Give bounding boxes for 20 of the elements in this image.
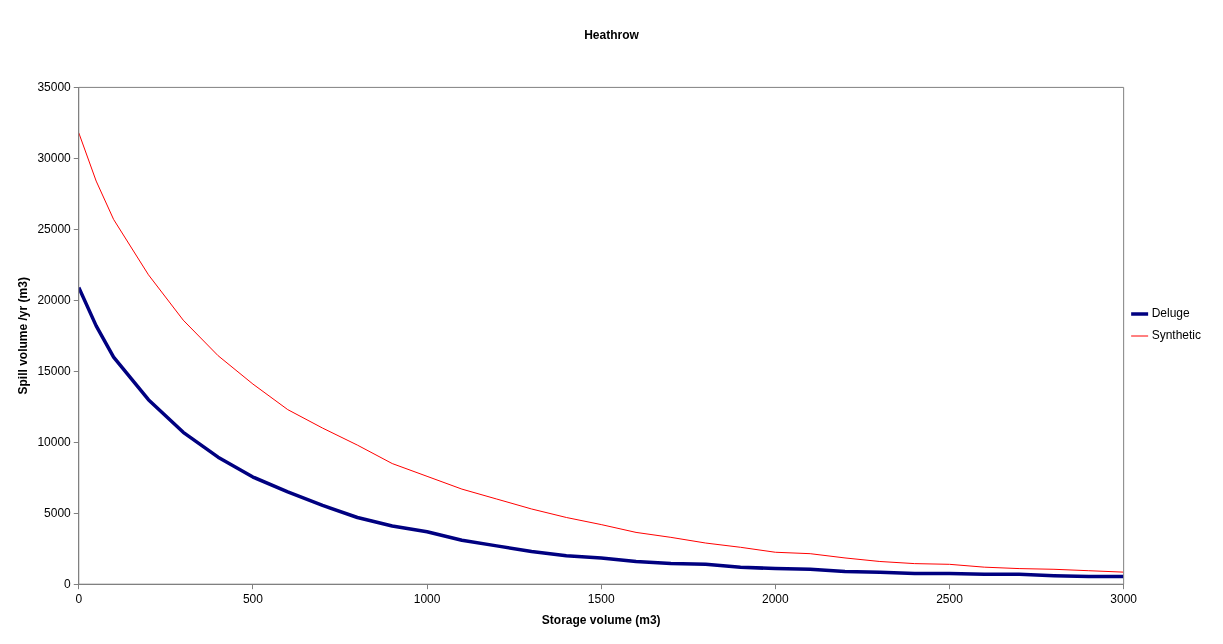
x-axis-title: Storage volume (m3) (541, 613, 661, 628)
x-tick-label: 500 (242, 591, 264, 606)
y-tick-label: 0 (64, 576, 72, 591)
chart-title: Heathrow (584, 27, 640, 42)
y-tick-label: 5000 (44, 505, 72, 520)
y-axis-title: Spill volume /yr (m3) (15, 277, 30, 395)
x-tick-label: 1500 (587, 591, 615, 606)
y-tick-label: 20000 (37, 292, 72, 307)
legend-label: Synthetic (1151, 328, 1201, 343)
y-tick-label: 10000 (37, 434, 72, 449)
x-tick-label: 3000 (1110, 591, 1138, 606)
x-tick-label: 1000 (413, 591, 441, 606)
y-tick-label: 15000 (37, 363, 72, 378)
y-tick-label: 30000 (37, 150, 72, 165)
x-tick-label: 2000 (762, 591, 790, 606)
y-tick-label: 25000 (37, 221, 72, 236)
legend-label: Deluge (1151, 306, 1190, 321)
x-tick-label: 2500 (936, 591, 964, 606)
y-tick-label: 35000 (37, 79, 72, 94)
x-tick-label: 0 (75, 591, 83, 606)
